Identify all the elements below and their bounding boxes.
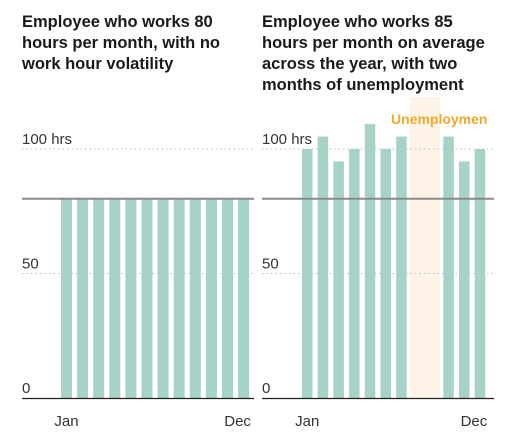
y-tick-label-right-100: 100 hrs	[262, 131, 312, 148]
bar-left-4	[109, 198, 121, 398]
unemployment-label: Unemploymen	[391, 111, 487, 127]
bar-right-10	[443, 136, 454, 399]
x-tick-label-left-jan: Jan	[54, 413, 78, 430]
bar-left-3	[93, 198, 105, 398]
chart-title-left: Employee who works 80 hours per month, w…	[22, 13, 220, 73]
bar-left-5	[125, 198, 137, 398]
bar-left-9	[189, 198, 201, 398]
y-tick-label-left-100: 100 hrs	[22, 131, 72, 148]
bar-left-6	[141, 198, 153, 398]
chart-title-right: Employee who works 85 hours per month on…	[262, 13, 485, 94]
x-tick-label-left-dec: Dec	[224, 413, 251, 430]
bar-left-12	[238, 198, 250, 398]
y-tick-label-left-0: 0	[22, 380, 30, 397]
bar-right-1	[302, 149, 313, 398]
bar-left-1	[61, 198, 72, 398]
bar-right-4	[349, 149, 360, 398]
y-tick-label-right-0: 0	[262, 380, 270, 397]
bar-left-11	[222, 198, 233, 398]
bar-left-8	[173, 198, 185, 398]
bar-right-3	[333, 161, 344, 398]
y-tick-label-left-50: 50	[22, 256, 39, 273]
y-tick-label-right-50: 50	[262, 256, 279, 273]
bar-left-2	[77, 198, 89, 398]
bar-right-11	[459, 161, 470, 398]
bar-left-10	[205, 198, 217, 398]
bar-right-6	[380, 149, 391, 398]
x-tick-label-right-jan: Jan	[295, 413, 319, 430]
bar-right-12	[474, 149, 486, 398]
bar-left-7	[157, 198, 169, 398]
bar-right-7	[396, 136, 407, 399]
bar-right-5	[364, 124, 376, 398]
bar-right-2	[317, 136, 329, 399]
x-tick-label-right-dec: Dec	[461, 413, 488, 430]
unemployment-highlight-band	[409, 97, 441, 398]
